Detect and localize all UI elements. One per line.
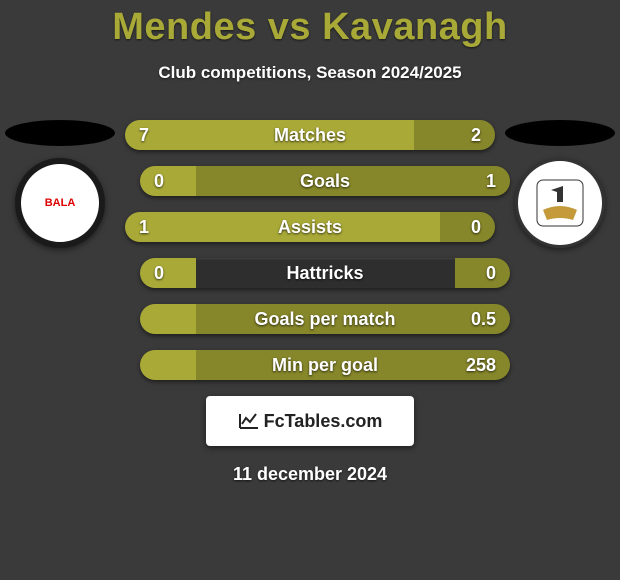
stat-row: Goals per match0.5: [140, 304, 510, 334]
chart-icon: [238, 412, 260, 430]
stat-value-left: 0: [154, 258, 164, 288]
stat-label: Goals: [140, 166, 510, 196]
team-right-crest: [515, 158, 605, 248]
bars-container: Matches72Goals01Assists10Hattricks00Goal…: [110, 120, 510, 485]
stat-value-right: 0: [471, 212, 481, 242]
stat-row: Matches7 2: [125, 120, 495, 150]
stat-value-right: 258: [466, 350, 496, 380]
shadow-ellipse: [505, 120, 615, 146]
stat-value-left: 0: [154, 166, 164, 196]
stat-row: Min per goal258: [140, 350, 510, 380]
stat-label: Assists: [125, 212, 495, 242]
stat-row: Hattricks0 0: [140, 258, 510, 288]
branding-box: FcTables.com: [206, 396, 414, 446]
stat-row: Goals0 1: [140, 166, 510, 196]
stat-value-right: 1: [486, 166, 496, 196]
team-left-crest-label: BALA: [45, 198, 76, 209]
shadow-ellipse: [5, 120, 115, 146]
subtitle: Club competitions, Season 2024/2025: [0, 63, 620, 83]
team-left-block: BALA: [0, 120, 120, 248]
branding-label: FcTables.com: [264, 411, 383, 432]
stat-value-right: 2: [471, 120, 481, 150]
page-title: Mendes vs Kavanagh: [0, 0, 620, 49]
stat-value-right: 0.5: [471, 304, 496, 334]
date-label: 11 december 2024: [110, 464, 510, 485]
stat-label: Goals per match: [140, 304, 510, 334]
stat-value-left: 1: [139, 212, 149, 242]
stat-label: Min per goal: [140, 350, 510, 380]
stat-label: Matches: [125, 120, 495, 150]
stat-row: Assists1 0: [125, 212, 495, 242]
ship-crest-icon: [533, 176, 587, 230]
team-right-block: [500, 120, 620, 248]
stat-value-right: 0: [486, 258, 496, 288]
stat-label: Hattricks: [140, 258, 510, 288]
stat-value-left: 7: [139, 120, 149, 150]
team-left-crest: BALA: [15, 158, 105, 248]
